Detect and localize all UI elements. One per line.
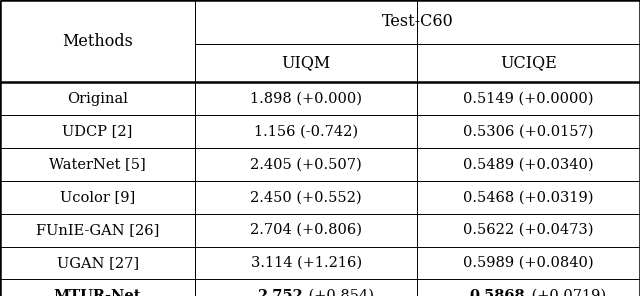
Text: UIQM: UIQM bbox=[282, 54, 331, 72]
Text: 2.704 (+0.806): 2.704 (+0.806) bbox=[250, 223, 362, 237]
Text: 0.5868: 0.5868 bbox=[470, 289, 525, 296]
Text: UDCP [2]: UDCP [2] bbox=[63, 125, 132, 139]
Text: Test-C60: Test-C60 bbox=[381, 13, 454, 30]
Text: 0.5622 (+0.0473): 0.5622 (+0.0473) bbox=[463, 223, 594, 237]
Text: 1.898 (+0.000): 1.898 (+0.000) bbox=[250, 92, 362, 106]
Text: (+0.854): (+0.854) bbox=[304, 289, 374, 296]
Text: 0.5306 (+0.0157): 0.5306 (+0.0157) bbox=[463, 125, 594, 139]
Text: 3.114 (+1.216): 3.114 (+1.216) bbox=[251, 256, 362, 270]
Text: 0.5989 (+0.0840): 0.5989 (+0.0840) bbox=[463, 256, 594, 270]
Text: 2.450 (+0.552): 2.450 (+0.552) bbox=[250, 190, 362, 204]
Text: Methods: Methods bbox=[62, 33, 133, 50]
Text: 0.5149 (+0.0000): 0.5149 (+0.0000) bbox=[463, 92, 594, 106]
Text: WaterNet [5]: WaterNet [5] bbox=[49, 157, 146, 171]
Text: Ucolor [9]: Ucolor [9] bbox=[60, 190, 135, 204]
Text: (+0.0719): (+0.0719) bbox=[527, 289, 606, 296]
Text: 0.5489 (+0.0340): 0.5489 (+0.0340) bbox=[463, 157, 594, 171]
Text: 1.156 (-0.742): 1.156 (-0.742) bbox=[254, 125, 358, 139]
Text: Original: Original bbox=[67, 92, 128, 106]
Text: 0.5468 (+0.0319): 0.5468 (+0.0319) bbox=[463, 190, 594, 204]
Text: UGAN [27]: UGAN [27] bbox=[56, 256, 139, 270]
Text: MTUR-Net: MTUR-Net bbox=[54, 289, 141, 296]
Text: 2.405 (+0.507): 2.405 (+0.507) bbox=[250, 157, 362, 171]
Text: UCIQE: UCIQE bbox=[500, 54, 557, 72]
Text: FUnIE-GAN [26]: FUnIE-GAN [26] bbox=[36, 223, 159, 237]
Text: 2.752: 2.752 bbox=[257, 289, 303, 296]
